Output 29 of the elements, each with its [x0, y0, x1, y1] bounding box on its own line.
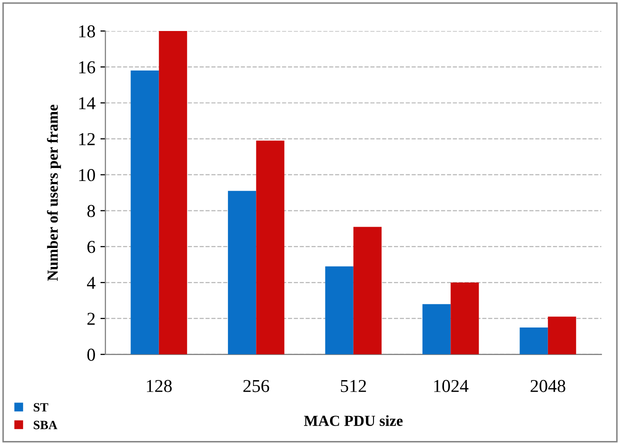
y-tick-label: 0 [87, 348, 95, 361]
x-tick-label: 1024 [434, 380, 468, 392]
y-tick-label: 10 [79, 168, 95, 182]
y-tick-label: 12 [79, 133, 95, 146]
y-tick-label: 18 [79, 25, 95, 38]
x-tick-label: 512 [340, 380, 366, 392]
y-tick-label: 16 [79, 61, 96, 74]
y-tick-label: 4 [87, 276, 96, 289]
y-tick-label: 8 [87, 204, 95, 218]
bar [158, 31, 188, 354]
x-tick-label: 2048 [530, 380, 566, 392]
x-tick-label: 128 [146, 380, 172, 392]
bar [450, 282, 479, 354]
legend-label: ST [34, 403, 48, 412]
legend-label: SBA [34, 420, 58, 430]
y-tick-label: 2 [87, 312, 95, 325]
bar [228, 190, 256, 354]
bar [353, 226, 382, 354]
bar [130, 70, 159, 354]
bar [520, 327, 548, 354]
bar [548, 316, 576, 354]
y-tick-label: 6 [87, 240, 96, 254]
bar [325, 266, 354, 354]
bar [422, 304, 451, 354]
y-axis-title: Number of users per frame [46, 104, 61, 281]
y-tick-label: 14 [79, 97, 96, 110]
bar [256, 140, 284, 354]
x-tick-label: 256 [243, 380, 270, 392]
x-axis-title: MAC PDU size [304, 415, 403, 426]
